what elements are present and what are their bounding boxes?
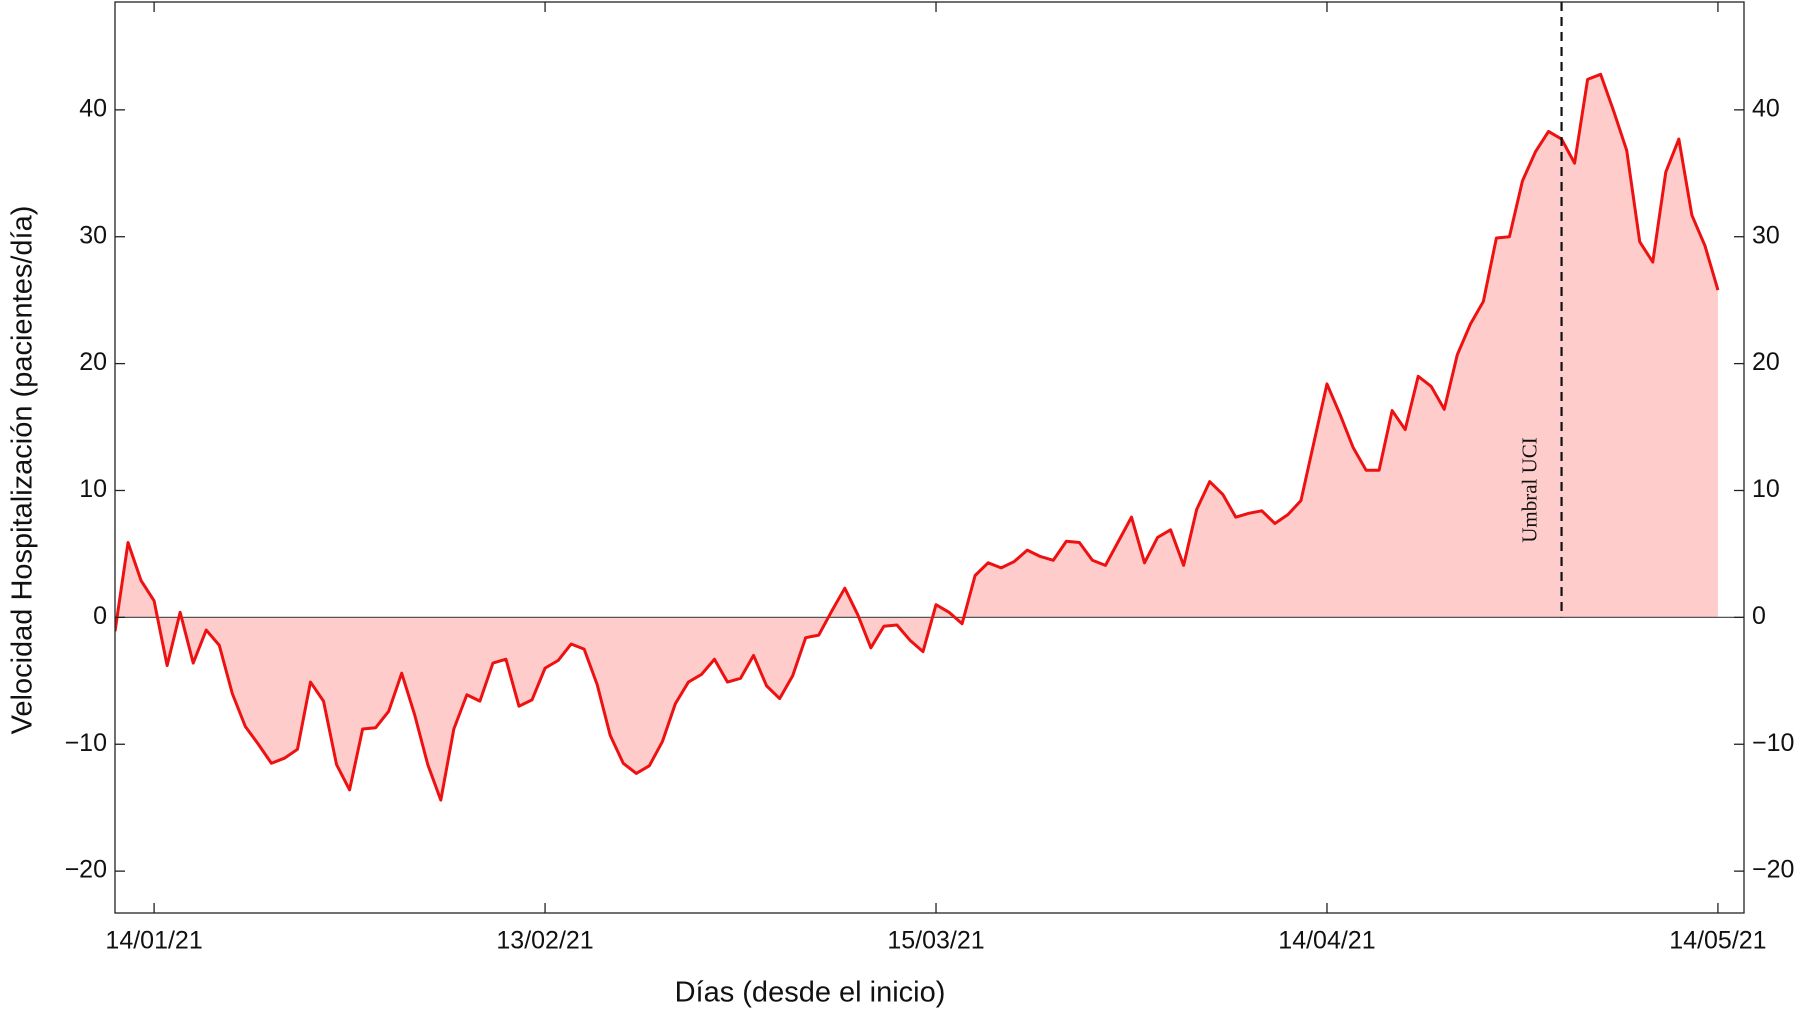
y-axis-title: Velocidad Hospitalización (pacientes/día… bbox=[7, 206, 39, 735]
x-tick-label: 15/03/21 bbox=[887, 927, 984, 955]
y-tick-label: −10 bbox=[65, 729, 107, 757]
threshold-label: Umbral UCI bbox=[1517, 437, 1541, 543]
x-tick-label: 14/05/21 bbox=[1669, 927, 1766, 955]
area-fill bbox=[115, 74, 1718, 801]
y-tick-label: 40 bbox=[79, 94, 107, 122]
x-tick-label: 14/04/21 bbox=[1278, 927, 1375, 955]
y-tick-label-right: 20 bbox=[1752, 348, 1780, 376]
y-tick-label: 30 bbox=[79, 221, 107, 249]
y-tick-label: −20 bbox=[65, 856, 107, 884]
y-tick-label-right: 30 bbox=[1752, 221, 1780, 249]
y-tick-label: 20 bbox=[79, 348, 107, 376]
y-tick-label: 0 bbox=[93, 602, 107, 630]
x-tick-label: 14/01/21 bbox=[105, 927, 202, 955]
x-axis-title: Días (desde el inicio) bbox=[675, 977, 946, 1009]
y-tick-label: 10 bbox=[79, 475, 107, 503]
y-tick-label-right: 40 bbox=[1752, 94, 1780, 122]
y-tick-label-right: 0 bbox=[1752, 602, 1766, 630]
plot-frame bbox=[114, 1, 1745, 914]
plot-area bbox=[115, 2, 1744, 802]
y-tick-label-right: −20 bbox=[1752, 856, 1794, 884]
x-tick-label: 13/02/21 bbox=[496, 927, 593, 955]
line bbox=[115, 72, 1720, 802]
y-tick-label-right: 10 bbox=[1752, 475, 1780, 503]
y-tick-label-right: −10 bbox=[1752, 729, 1794, 757]
